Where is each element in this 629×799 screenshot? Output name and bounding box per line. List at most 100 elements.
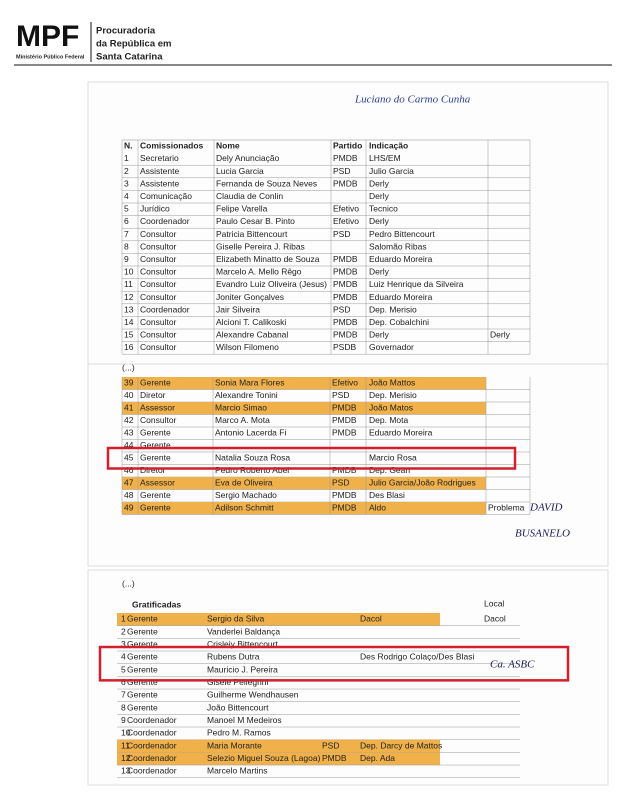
cell: Joniter Gonçalves [216, 292, 284, 302]
cell: Gerente [127, 677, 158, 687]
cell: PMDB [333, 279, 358, 289]
cell: Efetivo [333, 204, 359, 214]
cell: 11 [121, 740, 130, 750]
cell: Coordenador [127, 766, 177, 776]
cell: Coordenador [127, 753, 177, 763]
highlight-row [117, 739, 440, 753]
cell: 43 [124, 428, 134, 438]
red-box [98, 645, 570, 682]
cell: 13 [121, 766, 131, 776]
cell: Manoel M Medeiros [207, 715, 282, 725]
cell: Alexandre Tonini [215, 390, 278, 400]
cell: Alcioni T. Calikoski [216, 317, 286, 327]
cell: Elizabeth Minatto de Souza [216, 254, 320, 264]
cell: João Matos [369, 403, 413, 413]
cell: Mauricio J. Pereira [207, 664, 278, 674]
cell: Dely Anunciação [216, 153, 280, 163]
cell: Diretor [140, 465, 166, 475]
cell: Coordenador [140, 304, 190, 314]
cell: Assistente [140, 178, 179, 188]
cell: Efetivo [333, 216, 359, 226]
cell: 3 [124, 178, 129, 188]
cell: 47 [124, 478, 134, 488]
cell: 41 [124, 403, 134, 413]
cell: 6 [121, 677, 126, 687]
cell: PMDB [332, 415, 357, 425]
office-line: Santa Catarina [96, 52, 163, 63]
cell: PMDB [332, 403, 357, 413]
cell: Gerente [127, 664, 158, 674]
cell: Gerente [127, 652, 158, 662]
cell: Dep. Ada [360, 753, 395, 763]
cell: 10 [124, 267, 134, 277]
cell: Consultor [140, 342, 177, 352]
cell: Julio Garcia/João Rodrigues [369, 478, 476, 488]
cell: 7 [124, 229, 129, 239]
column-header: Partido [333, 141, 362, 151]
cell: Coordenador [127, 728, 177, 738]
cell: Consultor [140, 330, 177, 340]
cell: PMDB [333, 178, 358, 188]
cell: 15 [124, 330, 134, 340]
cell: Gerente [140, 503, 171, 513]
cell: João Mattos [369, 378, 415, 388]
org-name: Ministério Público Federal [16, 54, 85, 60]
cell: Alexandre Cabanal [216, 330, 288, 340]
highlight-row [122, 402, 486, 415]
cell: Gerente [127, 639, 158, 649]
cell: Marcio Simao [215, 403, 267, 413]
cell: 48 [124, 490, 134, 500]
cell: PMDB [333, 292, 358, 302]
cell: Pedro Bittencourt [369, 229, 435, 239]
cell: PSD [322, 740, 339, 750]
cell: 46 [124, 465, 134, 475]
cell: Comunicação [140, 191, 192, 201]
cell: Gerente [140, 453, 171, 463]
column-header: Local [484, 598, 504, 608]
cell: Sonia Mara Flores [215, 378, 284, 388]
cell: PMDB [333, 317, 358, 327]
cell: PSD [332, 478, 349, 488]
cell: Gerente [127, 614, 158, 624]
cell: Selezio Miguel Souza (Lagoa) [207, 753, 321, 763]
cell: Eduardo Moreira [369, 428, 433, 438]
column-header: Nome [216, 141, 240, 151]
cell: Eva de Oliveira [215, 478, 273, 488]
column-header: N. [124, 141, 133, 151]
cell: Gerente [140, 490, 171, 500]
cell: Gerente [140, 440, 171, 450]
cell: 1 [124, 153, 129, 163]
cell: Coordenador [127, 740, 177, 750]
ellipsis: (...) [122, 362, 135, 372]
highlight-row [117, 613, 440, 626]
cell: Sergio da Silva [207, 614, 264, 624]
cell: Crisleiy Bittencourt [207, 639, 278, 649]
cell: Gerente [140, 378, 171, 388]
cell: Governador [369, 342, 414, 352]
cell: Claudia de Conlin [216, 191, 283, 201]
cell: Natalia Souza Rosa [215, 453, 290, 463]
cell: 10 [121, 728, 131, 738]
logo: MPF [16, 20, 79, 53]
cell: Assessor [140, 403, 175, 413]
cell: Coordenador [127, 715, 177, 725]
cell: Efetivo [332, 378, 358, 388]
cell: 42 [124, 415, 134, 425]
cell: Consultor [140, 241, 177, 251]
cell: Marcelo A. Mello Rêgo [216, 267, 302, 277]
cell: Fernanda de Souza Neves [216, 178, 317, 188]
cell: Dep. Cobalchini [369, 317, 429, 327]
cell: Consultor [140, 415, 177, 425]
cell: João Bittencourt [207, 702, 269, 712]
cell: Gerente [127, 690, 158, 700]
cell: Maria Morante [207, 740, 262, 750]
cell: 16 [124, 342, 134, 352]
cell: PMDB [332, 465, 357, 475]
office-line: da República em [96, 39, 172, 50]
highlight-row [122, 502, 486, 515]
cell: PSDB [333, 342, 356, 352]
cell: 39 [124, 378, 134, 388]
cell: Derly [369, 178, 390, 188]
cell: Eduardo Moreira [369, 254, 433, 264]
